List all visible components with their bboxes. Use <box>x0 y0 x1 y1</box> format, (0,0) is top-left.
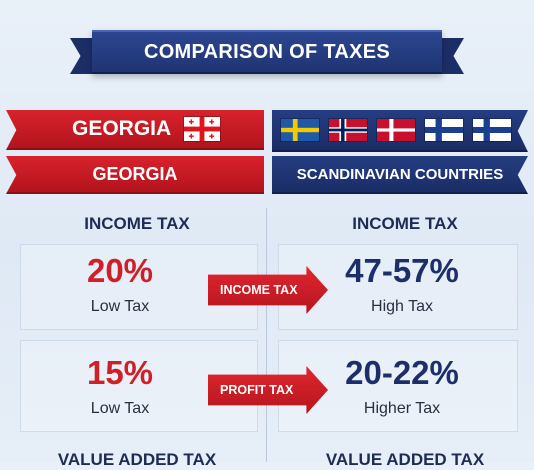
column-divider <box>266 208 267 462</box>
georgia-income-tax-heading: INCOME TAX <box>84 214 190 233</box>
norway-flag-icon <box>328 118 368 142</box>
denmark-flag-icon <box>376 118 416 142</box>
finland-flag-icon <box>424 118 464 142</box>
scandinavia-income-tax-note: High Tax <box>371 298 433 315</box>
georgia-vat-heading: VALUE ADDED TAX <box>57 450 217 469</box>
sweden-flag-icon <box>280 118 320 142</box>
georgia-header-label: GEORGIA <box>72 117 172 140</box>
finland-flag-icon-2 <box>472 118 512 142</box>
georgia-profit-tax-value: 15% <box>86 354 154 391</box>
scandinavia-income-tax-heading: INCOME TAX <box>352 214 458 233</box>
georgia-income-tax-note: Low Tax <box>90 298 150 315</box>
page-title: COMPARISON OF TAXES <box>92 30 442 74</box>
scandinavian-subheader: SCANDINAVIAN COUNTRIES <box>272 156 528 194</box>
scandinavia-income-tax-value: 47-57% <box>345 252 459 289</box>
georgia-subheader: GEORGIA <box>6 156 264 194</box>
scandinavia-vat-heading: VALUE ADDED TAX <box>325 450 485 469</box>
georgia-header: GEORGIA <box>6 110 264 150</box>
georgia-profit-tax-note: Low Tax <box>90 400 150 417</box>
georgia-flag-icon <box>183 116 222 142</box>
scandinavia-profit-tax-note: Higher Tax <box>363 400 441 417</box>
profit-tax-arrow-label: PROFIT TAX <box>220 383 294 397</box>
scandinavian-flags-header <box>272 110 528 152</box>
income-tax-arrow-label: INCOME TAX <box>220 283 298 297</box>
georgia-income-tax-value: 20% <box>86 252 154 289</box>
scandinavia-profit-tax-value: 20-22% <box>345 354 459 391</box>
